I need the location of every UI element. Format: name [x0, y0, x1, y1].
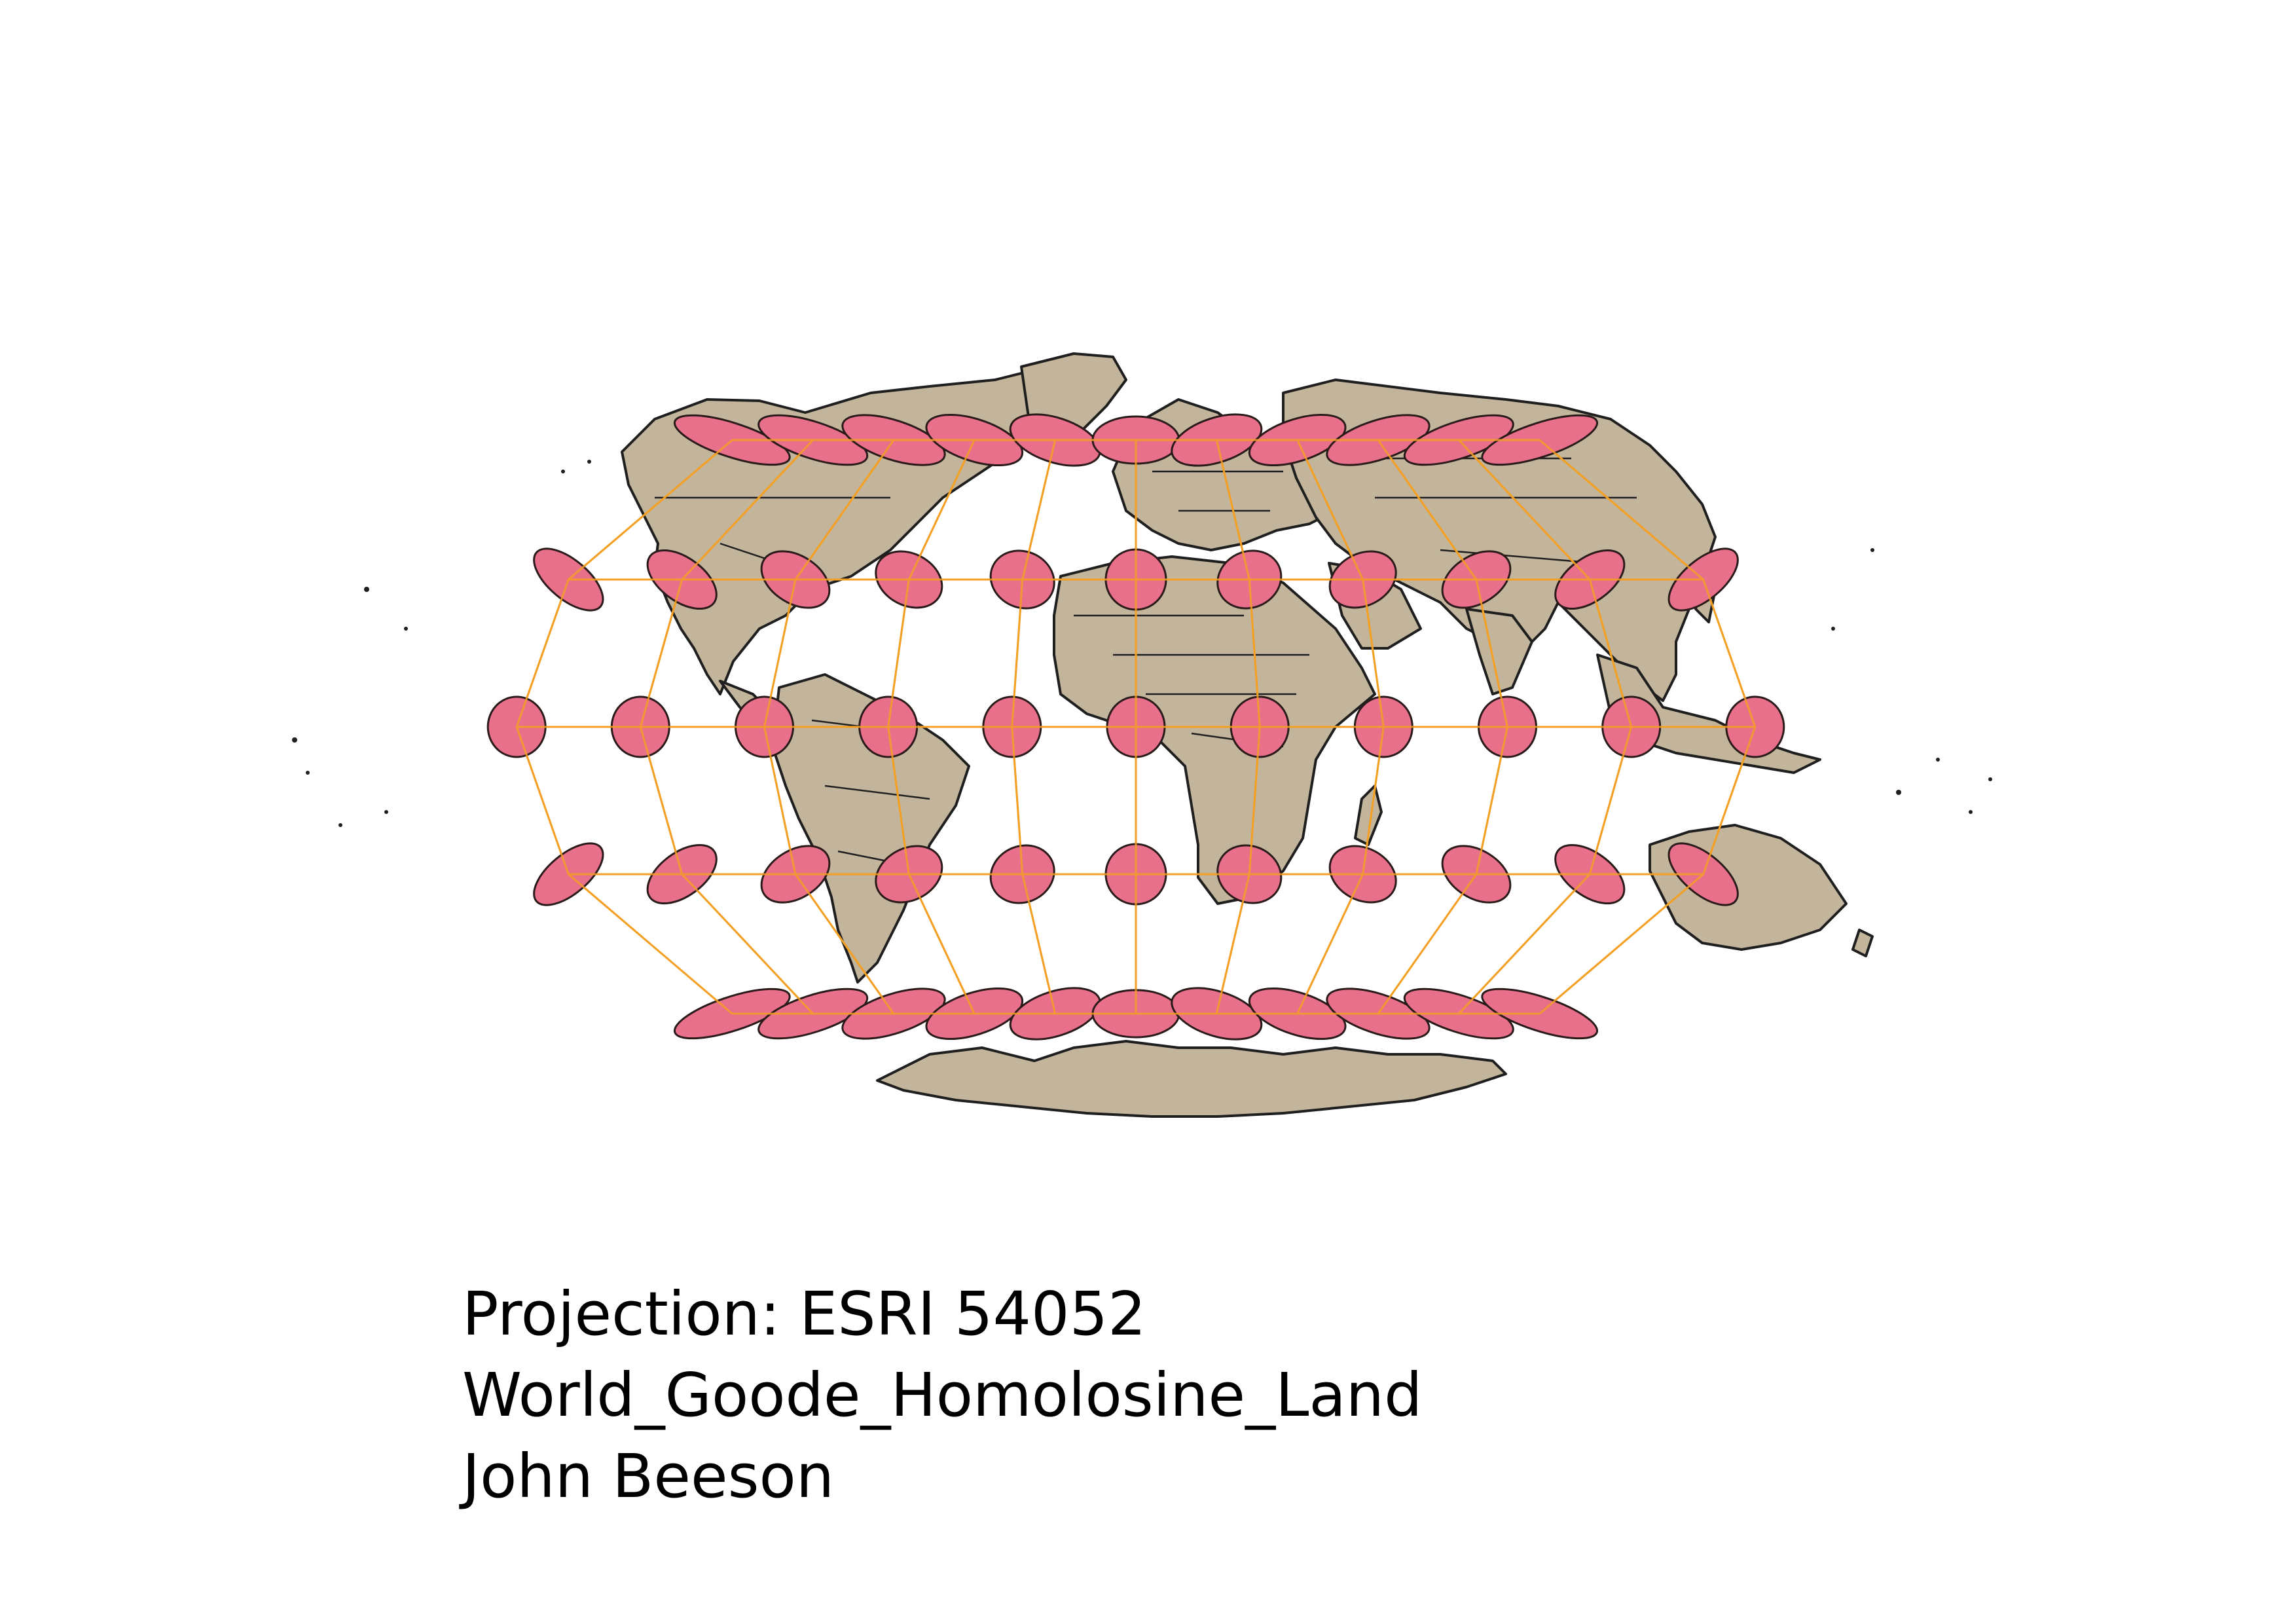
meridian-150 — [1539, 439, 1757, 1015]
meridian-90 — [1377, 439, 1509, 1014]
meridian--150 — [515, 439, 733, 1015]
caption-author: John Beeson — [462, 1441, 835, 1511]
caption-projection-name: World_Goode_Homolosine_Land — [462, 1360, 1423, 1430]
map-caption: Projection: ESRI 54052 World_Goode_Homol… — [462, 1274, 1422, 1517]
caption-projection: Projection: ESRI 54052 — [462, 1279, 1146, 1349]
graticule-overlay — [515, 439, 1757, 1015]
small-islands — [292, 460, 1992, 827]
madagascar-landmass — [1354, 784, 1383, 846]
meridian--90 — [763, 439, 895, 1014]
meridian-60 — [1296, 439, 1385, 1014]
meridian--120 — [639, 439, 814, 1015]
antarctica-landmass — [876, 1040, 1507, 1118]
new-zealand-landmass — [1851, 929, 1874, 957]
india-landmass — [1465, 608, 1533, 695]
africa-landmass — [1053, 555, 1376, 905]
meridian-120 — [1458, 439, 1633, 1015]
meridian--30 — [1011, 439, 1057, 1014]
meridian--60 — [887, 439, 975, 1014]
meridian-30 — [1215, 439, 1261, 1014]
